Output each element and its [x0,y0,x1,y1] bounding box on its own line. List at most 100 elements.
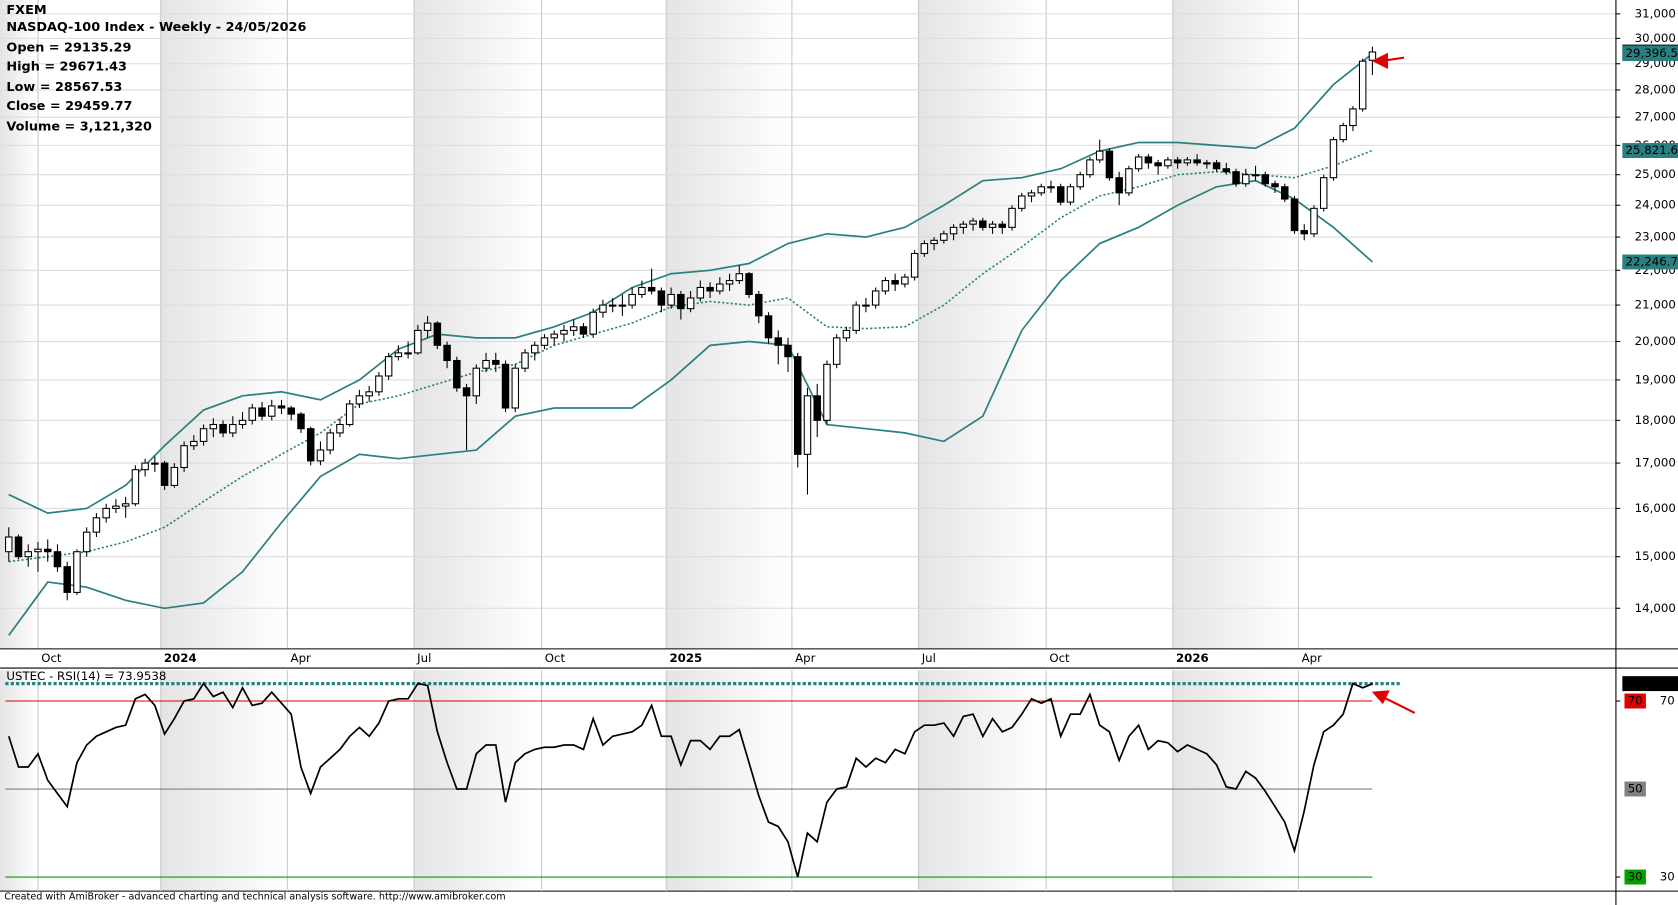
shade-band [160,0,288,649]
candle-body [453,359,461,389]
candle-body [160,462,169,486]
candle-body [755,293,763,317]
y-tick-label: 20,000 [1635,334,1676,348]
candle-body [92,517,101,533]
info-high: High = 29671.43 [6,60,127,75]
candle-body [901,276,909,285]
candle-body [53,551,62,568]
candle-body [618,304,627,307]
candle-body [24,551,32,558]
candle-body [667,293,675,306]
shade-band [666,0,792,649]
candle-body [258,407,266,417]
candle-body [540,337,549,346]
candle-body [73,551,81,593]
candle-body [511,367,520,409]
y-tick-label: 25,000 [1635,167,1676,181]
x-tick-label: Oct [41,651,62,665]
candle-body [920,243,929,255]
band-tag: 22,246.7 [1626,254,1678,268]
candle-body [1095,150,1104,161]
candle-body [842,329,851,339]
candle-body [1183,159,1192,164]
y-tick-label: 30,000 [1635,31,1676,45]
candle-body [492,359,500,365]
candle-body [647,286,656,292]
shade-band [1172,670,1299,892]
candle-body [706,286,714,292]
candle-body [764,315,773,339]
candle-body [686,297,695,310]
candle-body [881,280,890,292]
candle-body [1125,168,1133,194]
y-tick-label: 27,000 [1635,110,1676,124]
candle-body [1329,139,1338,179]
x-tick-label: Oct [1049,651,1070,665]
candle-body [871,290,880,306]
level-tag: 50 [1628,782,1643,796]
rsi-line [7,681,1373,878]
band-line [8,149,1373,563]
candle-body [297,413,305,430]
y-tick-label: 15,000 [1635,549,1676,563]
x-tick-label: Oct [545,651,566,665]
shade-band [0,670,38,892]
level-tag: 30 [1628,870,1643,884]
candle-body [5,536,13,553]
candle-body [482,359,490,369]
y-tick-label: 14,000 [1635,601,1676,615]
y-tick-label: 23,000 [1635,230,1676,244]
candle-body [891,280,899,285]
shade-band [666,670,792,892]
band-line [8,52,1374,514]
candle-body [1203,162,1211,165]
candle-body [969,220,977,225]
candle-body [569,326,578,331]
candle-body [209,423,218,430]
candle-body [384,356,393,377]
candle-body [1154,162,1162,167]
candle-body [852,304,860,331]
candle-body [112,505,120,509]
info-close: Close = 29459.77 [6,99,132,114]
candle-body [579,326,588,335]
rsi-title: USTEC - RSI(14) = 73.9538 [6,669,166,683]
candle-body [375,375,383,393]
candle-body [1164,159,1172,167]
candle-body [394,352,403,358]
candle-body [1349,108,1357,127]
candle-body [803,395,812,455]
level-tag: 70 [1628,694,1643,708]
candle-body [268,405,276,417]
candle-body [628,293,636,306]
candle-body [151,462,159,465]
candle-body [190,440,198,447]
candle-body [1261,174,1270,185]
candle-body [170,466,179,486]
band-tag-box [1622,254,1678,270]
candle-body [501,363,510,409]
info-volume: Volume = 3,121,320 [6,120,152,135]
candle-body [599,304,607,313]
candle-body [316,449,325,462]
candle-body [1271,183,1279,188]
candle-body [131,469,140,505]
band-tag: 25,821.6 [1626,143,1678,157]
candle-body [1193,159,1201,164]
candle-body [979,220,987,228]
candle-body [1027,192,1036,197]
candle-body [1300,230,1308,235]
candle-body [832,337,841,365]
candle-body [550,333,558,339]
x-tick-label: Apr [291,651,312,665]
candle-body [959,223,968,228]
shade-band [1172,0,1299,649]
candle-body [657,290,666,306]
y-tick-label: 19,000 [1635,372,1676,386]
candle-body [531,344,539,354]
candle-body [355,395,364,405]
